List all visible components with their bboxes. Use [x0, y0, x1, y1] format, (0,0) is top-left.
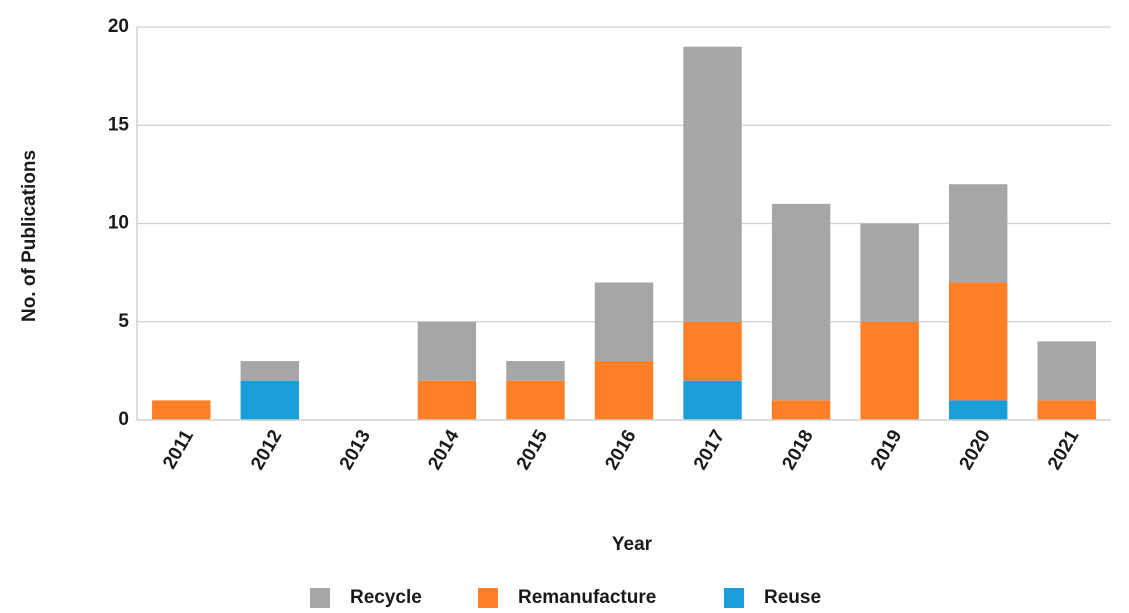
x-tick-label: 2016	[601, 427, 640, 474]
legend-label-recycle: Recycle	[350, 587, 422, 608]
x-tick-label: 2011	[159, 426, 198, 473]
x-tick-label: 2018	[778, 427, 817, 474]
bar-segment-recycle-2012	[240, 361, 300, 381]
bar-segment-remanufacture-2011	[152, 400, 211, 420]
x-tick-label: 2017	[690, 427, 729, 474]
x-tick-label: 2015	[513, 426, 553, 473]
legend-swatch-remanufacture	[478, 588, 498, 608]
x-tick-label: 2013	[336, 427, 375, 474]
x-tick-label: 2012	[247, 427, 286, 474]
bar-segment-remanufacture-2018	[771, 400, 831, 420]
bars	[152, 46, 1096, 420]
legend-label-remanufacture: Remanufacture	[518, 587, 656, 608]
bar-segment-reuse-2012	[240, 380, 300, 420]
bar-segment-remanufacture-2016	[594, 361, 654, 420]
bar-segment-recycle-2018	[771, 203, 831, 401]
bar-segment-recycle-2014	[417, 321, 477, 381]
bar-segment-remanufacture-2021	[1037, 400, 1096, 420]
bar-segment-remanufacture-2015	[506, 380, 565, 420]
x-axis-title: Year	[612, 534, 653, 555]
y-tick-label: 0	[118, 409, 129, 430]
bar-segment-remanufacture-2014	[417, 380, 477, 420]
x-axis-ticks: 2011 2012 2013 2014 2015 2016 2017 2018 2019 2020…	[159, 426, 1083, 473]
legend-label-reuse: Reuse	[764, 587, 821, 608]
y-tick-label: 15	[108, 114, 130, 135]
bar-segment-recycle-2020	[948, 184, 1008, 283]
x-tick-label: 2020	[956, 427, 995, 474]
legend-swatch-reuse	[724, 588, 744, 608]
bar-segment-remanufacture-2017	[683, 321, 742, 381]
bar-segment-remanufacture-2020	[948, 282, 1008, 401]
bar-segment-recycle-2019	[860, 223, 919, 322]
bar-segment-recycle-2021	[1037, 341, 1096, 401]
y-axis-title: No. of Publications	[19, 150, 40, 322]
legend-swatch-recycle	[310, 588, 330, 608]
bar-segment-reuse-2020	[948, 400, 1008, 420]
bar-segment-recycle-2015	[506, 361, 565, 381]
legend: Recycle Remanufacture Reuse	[310, 587, 821, 608]
x-tick-label: 2021	[1044, 426, 1084, 473]
y-tick-label: 20	[108, 16, 129, 37]
bar-segment-remanufacture-2019	[860, 321, 919, 420]
x-tick-label: 2019	[867, 427, 906, 474]
bar-segment-recycle-2017	[683, 46, 742, 322]
y-axis-ticks: 0 5 10 15 20	[108, 16, 130, 430]
y-tick-label: 5	[118, 311, 129, 332]
bar-segment-recycle-2016	[594, 282, 654, 362]
x-tick-label: 2014	[424, 426, 464, 473]
y-tick-label: 10	[108, 213, 129, 234]
bar-segment-reuse-2017	[683, 380, 742, 420]
